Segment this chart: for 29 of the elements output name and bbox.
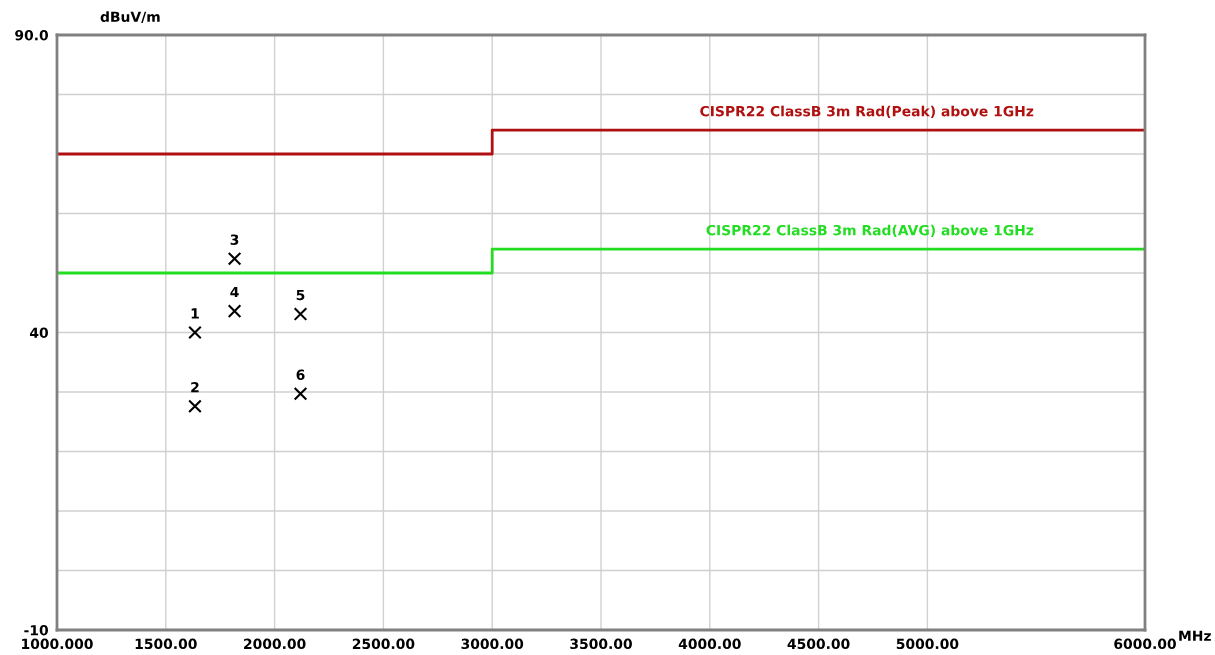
y-tick-label: 90.0 xyxy=(15,29,48,41)
x-tick-label: 5000.00 xyxy=(896,638,959,650)
x-tick-label: 2500.00 xyxy=(352,638,415,650)
point xyxy=(227,251,242,266)
annotation: 1 xyxy=(191,308,199,319)
series-label: CISPR22 ClassB 3m Rad(AVG) above 1GHz xyxy=(706,224,1034,238)
series-label: CISPR22 ClassB 3m Rad(Peak) above 1GHz xyxy=(700,105,1034,119)
y-axis-title: dBuV/m xyxy=(100,11,160,24)
annotation: 2 xyxy=(191,381,199,393)
y-tick-label: -10 xyxy=(24,624,48,636)
x-tick-label: 6000.00 xyxy=(1114,638,1176,650)
point xyxy=(188,325,202,340)
x-axis-title: MHz xyxy=(1179,630,1211,641)
x-tick-label: 2000.00 xyxy=(244,638,306,650)
annotation: 3 xyxy=(230,234,239,245)
point xyxy=(188,399,202,414)
point xyxy=(293,386,308,401)
x-tick-label: 4000.00 xyxy=(678,638,741,650)
annotation: 6 xyxy=(296,369,305,380)
x-tick-label: 3500.00 xyxy=(570,638,632,650)
x-tick-label: 4500.00 xyxy=(787,638,850,650)
annotation: 4 xyxy=(230,286,239,298)
x-tick-label: 1000.000 xyxy=(22,638,93,650)
point xyxy=(227,304,242,318)
x-tick-label: 1500.00 xyxy=(135,638,197,650)
point xyxy=(293,307,308,321)
annotation: 5 xyxy=(296,289,305,301)
x-tick-label: 3000.00 xyxy=(461,638,524,650)
y-tick-label: 40 xyxy=(29,327,48,338)
